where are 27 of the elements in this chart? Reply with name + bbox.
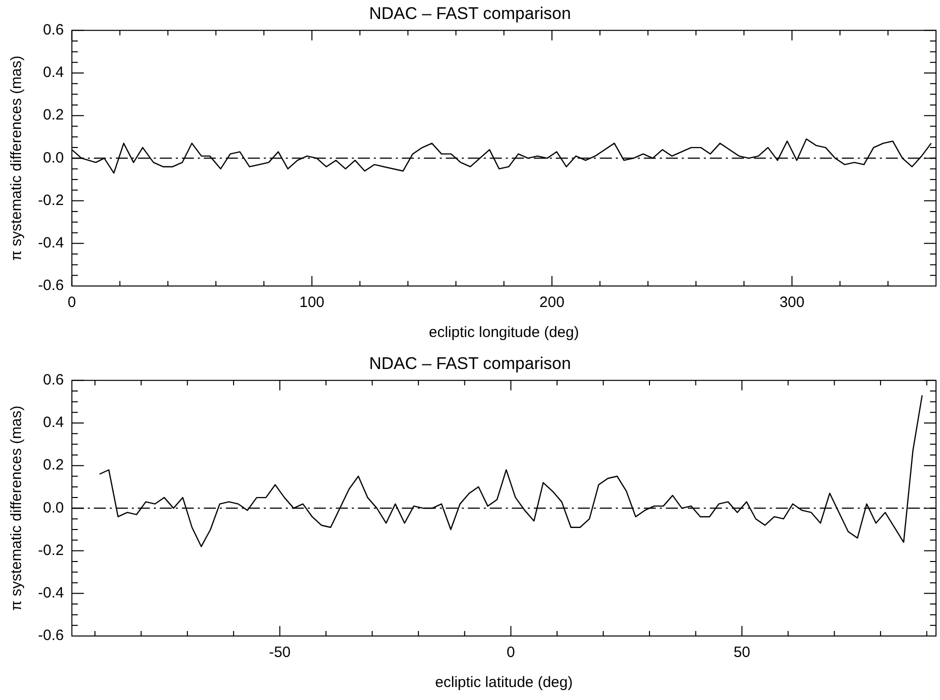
y-tick-label: -0.4 [38, 584, 64, 602]
x-tick-label: 200 [539, 294, 564, 312]
chart-title: NDAC – FAST comparison [369, 354, 571, 373]
x-tick-label: 100 [299, 294, 324, 312]
x-tick-label: 50 [734, 644, 750, 662]
x-axis-title: ecliptic latitude (deg) [435, 674, 573, 692]
y-tick-label: -0.2 [38, 542, 64, 559]
y-axis-title: π systematic differences (mas) [8, 56, 26, 261]
y-tick-label: -0.4 [38, 234, 64, 252]
y-tick-label: 0.4 [42, 64, 64, 82]
y-tick-label: 0.6 [42, 22, 64, 39]
y-tick-label: -0.2 [38, 192, 64, 209]
x-tick-label: 0 [506, 644, 516, 662]
y-axis-title: π systematic differences (mas) [8, 406, 26, 611]
x-tick-label: 300 [779, 294, 804, 312]
y-tick-label: -0.6 [38, 627, 64, 644]
y-tick-label: -0.6 [38, 277, 64, 294]
chart-title: NDAC – FAST comparison [369, 4, 571, 23]
x-axis-title: ecliptic longitude (deg) [428, 324, 579, 342]
y-tick-label: 0.2 [42, 106, 64, 124]
y-tick-label: 0.0 [42, 149, 64, 166]
y-tick-label: 0.2 [42, 456, 64, 474]
x-tick-label: 0 [68, 294, 76, 312]
y-tick-label: 0.6 [42, 372, 64, 389]
x-tick-label: -50 [268, 644, 291, 662]
y-tick-label: 0.4 [42, 414, 64, 432]
y-tick-label: 0.0 [42, 499, 64, 516]
